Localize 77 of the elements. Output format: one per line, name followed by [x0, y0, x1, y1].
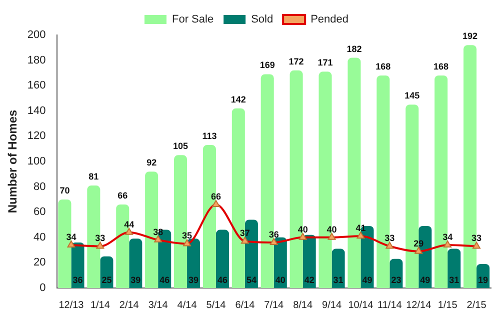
data-label: 46 — [160, 274, 170, 285]
data-label: 23 — [391, 274, 402, 285]
data-label: 171 — [318, 58, 333, 68]
data-label: 40 — [275, 274, 286, 285]
bar — [216, 230, 230, 288]
data-label: 29 — [414, 238, 424, 248]
x-tick-label: 5/14 — [206, 300, 226, 311]
data-label: 113 — [202, 131, 217, 142]
data-label: 105 — [173, 141, 188, 152]
data-label: 142 — [230, 94, 246, 104]
data-label: 182 — [346, 44, 362, 54]
data-label: 49 — [362, 274, 372, 285]
data-label: 42 — [304, 274, 314, 285]
y-tick-label: 160 — [27, 80, 46, 92]
data-label: 168 — [376, 61, 391, 72]
data-label: 25 — [102, 274, 112, 285]
bar — [71, 242, 84, 288]
data-label: 46 — [217, 274, 228, 285]
legend-label: For Sale — [172, 14, 214, 26]
x-tick-label: 4/14 — [177, 300, 198, 311]
x-tick-label: 6/14 — [235, 300, 256, 311]
x-tick-label: 9/14 — [322, 300, 342, 311]
y-tick-label: 60 — [34, 206, 46, 218]
legend-label: Pended — [310, 14, 349, 26]
data-label: 35 — [182, 230, 192, 241]
data-label: 40 — [326, 224, 337, 234]
bar — [332, 248, 345, 288]
bar — [448, 248, 461, 288]
data-label: 49 — [420, 274, 430, 285]
data-label: 34 — [442, 232, 453, 242]
x-tick-label: 10/14 — [348, 300, 374, 311]
x-tick-label: 12/13 — [58, 300, 84, 311]
data-label: 19 — [478, 274, 488, 285]
data-label: 31 — [333, 274, 344, 285]
legend-label: Sold — [251, 14, 274, 26]
data-label: 172 — [288, 56, 304, 66]
y-tick-label: 0 — [40, 282, 46, 294]
x-tick-label: 11/14 — [378, 300, 402, 311]
y-tick-label: 120 — [27, 130, 46, 142]
data-label: 168 — [434, 61, 449, 72]
x-tick-label: 7/14 — [264, 300, 284, 311]
y-tick-label: 20 — [34, 256, 46, 269]
data-label: 192 — [462, 31, 478, 42]
x-tick-label: 1/14 — [90, 300, 110, 311]
data-label: 66 — [210, 191, 221, 202]
data-label: 54 — [246, 274, 256, 285]
x-tick-label: 2/15 — [466, 300, 487, 311]
data-label: 92 — [146, 158, 157, 168]
x-tick-label: 1/15 — [438, 300, 458, 311]
data-label: 169 — [260, 60, 275, 70]
data-label: 66 — [118, 190, 128, 200]
x-tick-label: 12/14 — [406, 300, 432, 311]
data-label: 36 — [72, 274, 83, 285]
data-label: 44 — [124, 219, 134, 230]
data-label: 39 — [130, 274, 141, 285]
y-tick-label: 180 — [27, 54, 46, 66]
y-tick-label: 200 — [27, 29, 46, 42]
y-tick-label: 100 — [27, 156, 46, 168]
data-label: 81 — [88, 172, 99, 182]
data-label: 36 — [268, 229, 279, 240]
y-tick-label: 140 — [27, 104, 46, 117]
data-label: 34 — [66, 232, 76, 242]
data-label: 33 — [472, 233, 482, 244]
data-label: 70 — [60, 185, 70, 196]
y-axis-title: Number of Homes — [6, 110, 20, 214]
x-tick-label: 3/14 — [148, 300, 168, 311]
x-tick-label: 2/14 — [119, 300, 140, 311]
y-tick-label: 80 — [34, 180, 46, 193]
data-label: 40 — [298, 224, 308, 234]
data-label: 39 — [188, 274, 199, 285]
data-label: 33 — [95, 233, 106, 244]
bar — [129, 238, 142, 288]
data-label: 33 — [384, 233, 395, 244]
x-tick-label: 8/14 — [293, 300, 313, 311]
data-label: 145 — [404, 90, 420, 101]
y-tick-label: 40 — [34, 231, 46, 244]
data-label: 31 — [449, 274, 460, 285]
